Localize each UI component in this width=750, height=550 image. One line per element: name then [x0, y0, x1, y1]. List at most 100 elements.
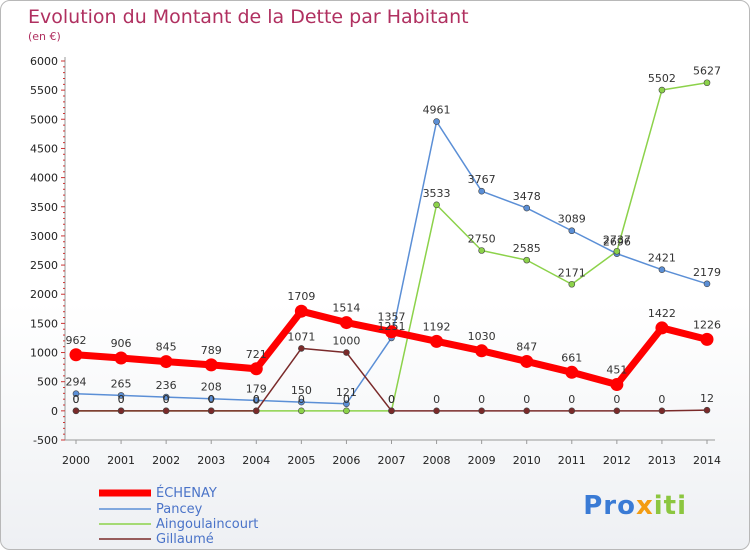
data-label: 2737	[603, 233, 631, 246]
x-tick-label: 2002	[152, 454, 180, 467]
data-label: 1000	[332, 335, 360, 348]
x-tick-label: 2004	[242, 454, 270, 467]
y-tick-label: 0	[51, 405, 58, 418]
data-point	[343, 349, 350, 356]
x-tick-label: 2003	[197, 454, 225, 467]
data-label: 0	[208, 393, 215, 406]
data-point	[343, 407, 350, 415]
y-tick-label: 2500	[30, 259, 58, 272]
data-label: 0	[343, 393, 350, 406]
x-tick-label: 2007	[378, 454, 406, 467]
data-label: 1192	[423, 320, 451, 333]
data-point	[69, 348, 83, 362]
data-label: 12	[700, 392, 714, 405]
data-point	[523, 256, 531, 264]
data-label: 1514	[332, 302, 360, 315]
data-label: 150	[291, 384, 312, 397]
data-label: 845	[156, 341, 177, 354]
data-label: 0	[73, 393, 80, 406]
data-point	[162, 393, 170, 401]
data-label: 0	[568, 393, 575, 406]
data-label: 0	[298, 393, 305, 406]
proxiti-logo: Proxiti	[583, 491, 687, 521]
data-label: 0	[73, 393, 80, 406]
data-point	[207, 395, 215, 403]
legend-label: Aingoulaincourt	[156, 517, 258, 532]
data-point	[613, 247, 621, 255]
data-label: 2750	[468, 233, 496, 246]
y-tick-label: 500	[37, 376, 58, 389]
x-tick-label: 2014	[693, 454, 721, 467]
data-point	[114, 351, 128, 365]
data-point	[523, 204, 531, 212]
data-label: 1030	[468, 330, 496, 343]
data-point	[475, 344, 489, 358]
y-tick-label: 5500	[30, 84, 58, 97]
data-label: 847	[516, 340, 537, 353]
data-point	[433, 201, 440, 209]
data-label: 789	[201, 344, 222, 357]
x-tick-label: 2005	[287, 454, 315, 467]
x-tick-label: 2006	[332, 454, 360, 467]
data-point	[523, 407, 531, 415]
y-tick-label: 2000	[30, 288, 58, 301]
data-label: 5627	[693, 65, 721, 78]
data-point	[343, 400, 350, 408]
y-tick-label: 4000	[30, 172, 58, 185]
data-label: 0	[253, 393, 260, 406]
data-point	[478, 187, 485, 195]
data-point	[298, 398, 305, 406]
y-tick-label: 6000	[30, 55, 58, 68]
data-label: 2421	[648, 252, 676, 265]
data-label: 179	[246, 382, 267, 395]
y-tick-label: 1500	[30, 317, 58, 330]
legend-label: ÉCHENAY	[156, 485, 217, 501]
y-tick-label: 3000	[30, 230, 58, 243]
data-label: 294	[66, 376, 87, 389]
x-tick-label: 2011	[558, 454, 586, 467]
x-tick-label: 2013	[648, 454, 676, 467]
axes: -500050010001500200025003000350040004500…	[30, 55, 721, 467]
x-tick-label: 2000	[62, 454, 90, 467]
data-label: 0	[433, 393, 440, 406]
x-tick-label: 2009	[468, 454, 496, 467]
data-point	[658, 407, 666, 415]
data-label: 0	[388, 393, 395, 406]
data-label: 208	[201, 381, 222, 394]
data-point	[703, 406, 711, 414]
data-point	[117, 407, 125, 415]
data-point	[610, 378, 624, 392]
data-label: 0	[253, 393, 260, 406]
data-label: 5502	[648, 72, 676, 85]
x-tick-label: 2012	[603, 454, 631, 467]
data-label: 906	[111, 337, 132, 350]
data-point	[207, 407, 215, 415]
data-point	[433, 407, 440, 415]
data-labels: 962 906 845 789 721 1709 1514 1357 1192 1030 847 66…	[66, 65, 722, 406]
data-point	[568, 407, 576, 415]
data-label: 3533	[423, 187, 451, 200]
series-points	[69, 79, 714, 415]
data-label: 0	[388, 393, 395, 406]
data-label: 0	[208, 393, 215, 406]
data-label: 2179	[693, 266, 721, 279]
data-label: 3767	[468, 173, 496, 186]
data-label: 0	[523, 393, 530, 406]
data-point	[159, 355, 173, 369]
data-label: 265	[111, 377, 132, 390]
data-label: 0	[478, 393, 485, 406]
data-point	[117, 392, 125, 399]
data-point	[252, 407, 260, 415]
data-label: 1709	[287, 290, 315, 303]
data-point	[298, 407, 305, 415]
y-tick-label: 3500	[30, 201, 58, 214]
data-point	[700, 332, 714, 346]
data-label: 1071	[287, 330, 315, 343]
data-point	[520, 354, 534, 368]
data-point	[162, 407, 170, 415]
data-label: 0	[163, 393, 170, 406]
x-tick-label: 2008	[423, 454, 451, 467]
